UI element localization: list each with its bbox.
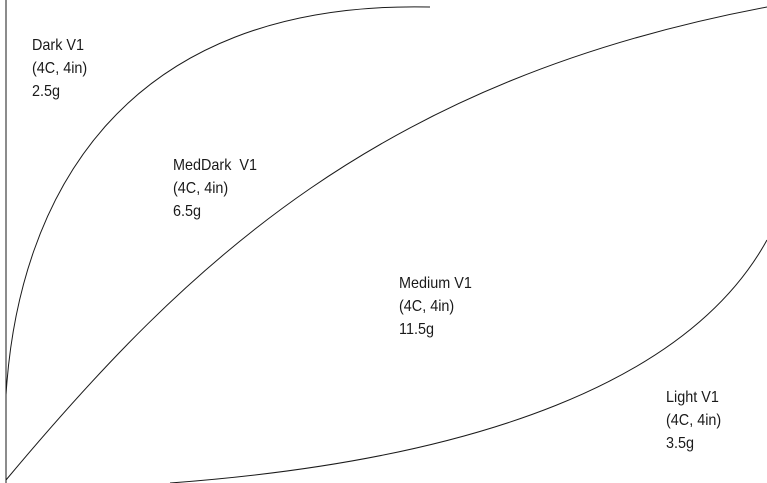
curve-weight: 3.5g (666, 435, 695, 452)
curve-spec: (4C, 4in) (32, 60, 88, 77)
curve-spec: (4C, 4in) (666, 412, 722, 429)
curve-label-dark: Dark V1 (4C, 4in) 2.5g (32, 34, 87, 103)
curve-name: Medium V1 (399, 275, 472, 292)
curve-spec: (4C, 4in) (399, 298, 455, 315)
curve-weight: 6.5g (173, 203, 202, 220)
curve-label-meddark: MedDark V1 (4C, 4in) 6.5g (173, 154, 257, 223)
curve-name: Light V1 (666, 389, 719, 406)
curve-spec: (4C, 4in) (173, 180, 229, 197)
curve-weight: 2.5g (32, 83, 61, 100)
curve-name: Dark V1 (32, 37, 85, 54)
curve-light (169, 239, 767, 483)
curve-weight: 11.5g (399, 321, 434, 338)
curve-name: MedDark V1 (173, 157, 258, 174)
curve-label-light: Light V1 (4C, 4in) 3.5g (666, 386, 721, 455)
curve-meddark (5, 6, 767, 481)
curve-label-medium: Medium V1 (4C, 4in) 11.5g (399, 272, 472, 341)
curve-dark (5, 6, 431, 396)
